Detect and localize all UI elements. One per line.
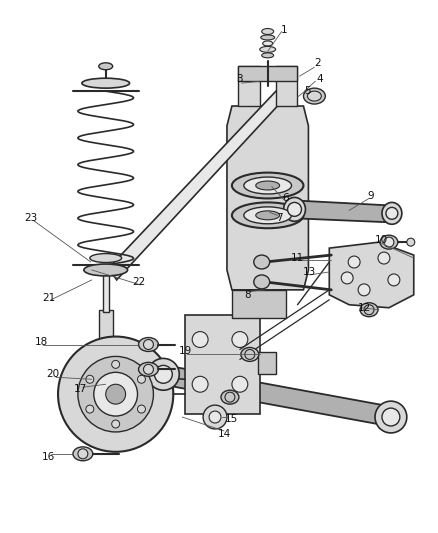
Text: 17: 17 xyxy=(74,384,88,394)
Text: 15: 15 xyxy=(225,414,239,424)
Circle shape xyxy=(386,207,398,219)
Circle shape xyxy=(203,405,227,429)
Text: 12: 12 xyxy=(357,303,371,313)
Text: 22: 22 xyxy=(132,277,145,287)
Circle shape xyxy=(99,373,113,386)
Circle shape xyxy=(94,373,138,416)
Ellipse shape xyxy=(263,41,273,46)
Circle shape xyxy=(384,237,394,247)
Polygon shape xyxy=(160,365,394,427)
Circle shape xyxy=(92,365,120,393)
Circle shape xyxy=(138,405,145,413)
Text: 5: 5 xyxy=(304,86,311,96)
Circle shape xyxy=(232,332,248,348)
Bar xyxy=(258,352,276,374)
Ellipse shape xyxy=(221,390,239,404)
Circle shape xyxy=(86,405,94,413)
Polygon shape xyxy=(185,314,260,414)
Polygon shape xyxy=(294,200,389,222)
Text: 7: 7 xyxy=(276,213,283,223)
Polygon shape xyxy=(238,66,297,81)
Polygon shape xyxy=(103,270,109,312)
Text: 2: 2 xyxy=(314,58,321,68)
Circle shape xyxy=(358,284,370,296)
Ellipse shape xyxy=(283,197,305,221)
Polygon shape xyxy=(329,242,414,308)
Circle shape xyxy=(209,411,221,423)
Circle shape xyxy=(348,256,360,268)
Circle shape xyxy=(155,365,172,383)
Ellipse shape xyxy=(256,181,279,190)
Polygon shape xyxy=(238,66,260,106)
Polygon shape xyxy=(109,85,288,280)
Circle shape xyxy=(232,376,248,392)
Polygon shape xyxy=(99,310,113,369)
Text: 16: 16 xyxy=(42,452,55,462)
Circle shape xyxy=(78,357,153,432)
Text: 20: 20 xyxy=(46,369,60,379)
Polygon shape xyxy=(227,106,308,290)
Text: 23: 23 xyxy=(25,213,38,223)
Ellipse shape xyxy=(138,337,159,351)
Polygon shape xyxy=(232,290,286,318)
Text: 10: 10 xyxy=(374,235,388,245)
Ellipse shape xyxy=(375,401,407,433)
Text: 21: 21 xyxy=(42,293,56,303)
Circle shape xyxy=(388,274,400,286)
Ellipse shape xyxy=(73,447,93,461)
Text: 8: 8 xyxy=(244,290,251,300)
Ellipse shape xyxy=(380,235,398,249)
Ellipse shape xyxy=(241,348,259,361)
Circle shape xyxy=(138,375,145,383)
Text: 14: 14 xyxy=(217,429,230,439)
Ellipse shape xyxy=(256,211,279,220)
Circle shape xyxy=(378,252,390,264)
Ellipse shape xyxy=(148,358,179,390)
Ellipse shape xyxy=(307,91,321,101)
Ellipse shape xyxy=(232,203,304,228)
Text: 13: 13 xyxy=(303,267,316,277)
Ellipse shape xyxy=(407,238,415,246)
Circle shape xyxy=(144,340,153,350)
Ellipse shape xyxy=(82,78,130,88)
Circle shape xyxy=(382,408,400,426)
Ellipse shape xyxy=(260,46,276,52)
Ellipse shape xyxy=(262,53,274,58)
Circle shape xyxy=(192,376,208,392)
Circle shape xyxy=(341,272,353,284)
Circle shape xyxy=(86,375,94,383)
Ellipse shape xyxy=(254,255,270,269)
Ellipse shape xyxy=(382,203,402,224)
Ellipse shape xyxy=(261,35,275,40)
Circle shape xyxy=(112,360,120,368)
Text: 1: 1 xyxy=(281,25,288,35)
Ellipse shape xyxy=(90,254,122,263)
Ellipse shape xyxy=(244,177,292,194)
Circle shape xyxy=(106,384,126,404)
Ellipse shape xyxy=(262,29,274,35)
Circle shape xyxy=(58,336,173,452)
Text: 18: 18 xyxy=(35,336,48,346)
Text: 19: 19 xyxy=(179,346,192,357)
Text: 3: 3 xyxy=(237,74,243,84)
Circle shape xyxy=(288,203,301,216)
Ellipse shape xyxy=(138,362,159,376)
Ellipse shape xyxy=(232,173,304,198)
Polygon shape xyxy=(276,66,297,106)
Text: 11: 11 xyxy=(291,253,304,263)
Text: 9: 9 xyxy=(368,191,374,201)
Ellipse shape xyxy=(84,264,127,276)
Ellipse shape xyxy=(360,303,378,317)
Ellipse shape xyxy=(254,275,270,289)
Ellipse shape xyxy=(244,207,292,224)
Ellipse shape xyxy=(304,88,325,104)
Circle shape xyxy=(192,332,208,348)
Ellipse shape xyxy=(99,63,113,70)
Ellipse shape xyxy=(78,449,88,459)
Circle shape xyxy=(112,420,120,428)
Circle shape xyxy=(144,365,153,374)
Text: 4: 4 xyxy=(316,74,323,84)
Text: 6: 6 xyxy=(282,193,289,204)
